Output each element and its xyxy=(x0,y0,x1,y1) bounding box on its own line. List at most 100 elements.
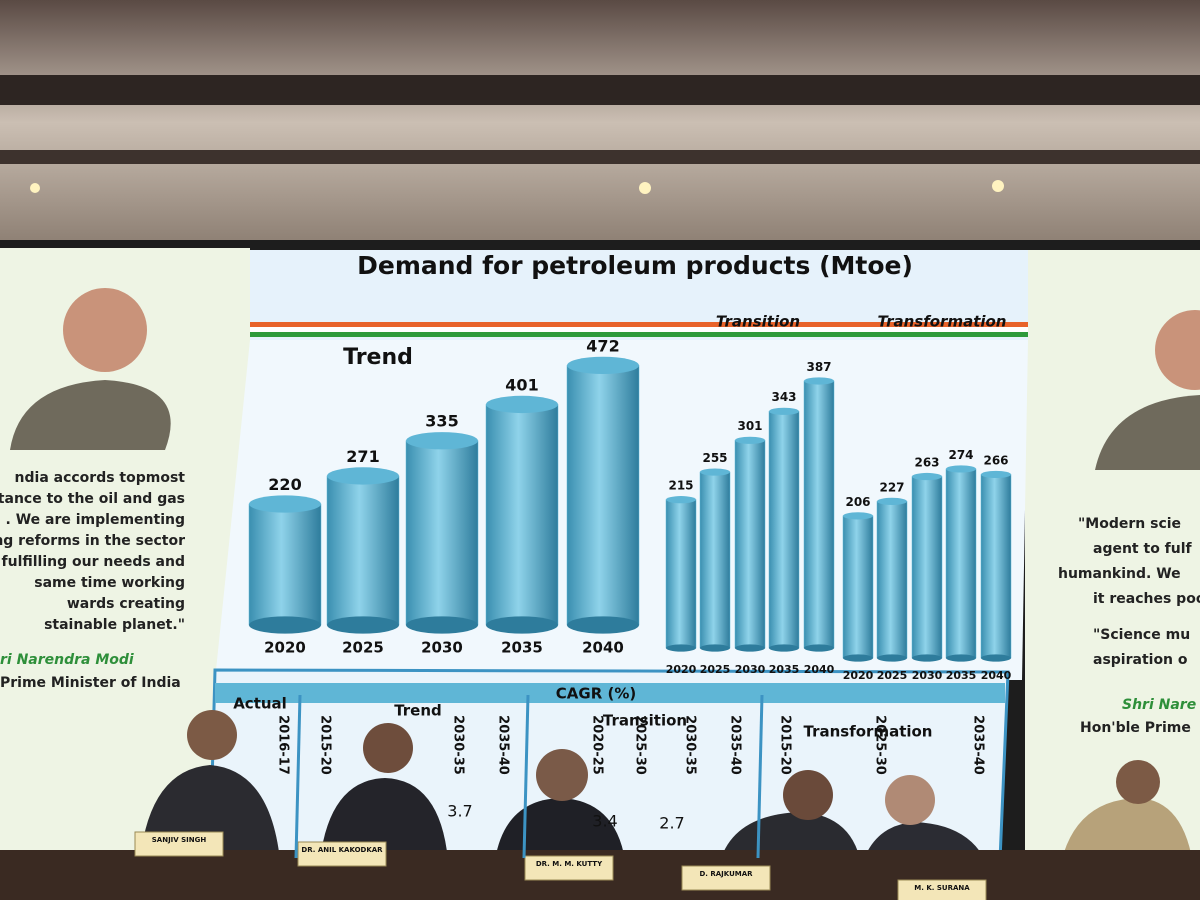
panelist xyxy=(1116,760,1160,804)
bar-bottom xyxy=(567,616,639,634)
portrait xyxy=(1095,395,1200,470)
category-label: 2040 xyxy=(804,663,835,676)
category-label: 2030 xyxy=(912,669,943,682)
table-value: 3.4 xyxy=(592,812,617,831)
nameplate xyxy=(297,841,387,867)
panelist xyxy=(783,770,833,820)
category-label: 2020 xyxy=(843,669,874,682)
bar xyxy=(768,411,800,649)
quote-line: rtance to the oil and gas xyxy=(0,491,185,507)
portrait xyxy=(63,288,147,372)
value-label: 343 xyxy=(771,390,796,404)
table-column: 2035-40 xyxy=(496,715,511,775)
bar-cap xyxy=(769,407,799,415)
category-label: 2040 xyxy=(981,669,1012,682)
quote-name: ri Narendra Modi xyxy=(0,652,134,668)
bar-cap xyxy=(946,465,976,473)
bar-cap xyxy=(249,495,321,513)
bar-bottom xyxy=(843,654,873,662)
quote-line: stainable planet." xyxy=(44,617,185,633)
quote-role: Hon'ble Prime xyxy=(1080,720,1191,736)
bar-bottom xyxy=(769,644,799,652)
quote-line: aspiration o xyxy=(1093,652,1188,668)
value-label: 220 xyxy=(268,475,301,494)
quote-line: ndia accords topmost xyxy=(15,470,186,486)
bar xyxy=(405,440,479,626)
chart-title: Trend xyxy=(343,345,413,370)
value-label: 301 xyxy=(737,419,762,433)
nameplate xyxy=(524,855,614,881)
bar-bottom xyxy=(406,616,478,634)
value-label: 215 xyxy=(668,479,693,493)
panelist xyxy=(187,710,237,760)
value-label: 255 xyxy=(702,451,727,465)
flag-stripe xyxy=(250,332,1028,337)
nameplate-text: DR. M. M. KUTTY xyxy=(536,860,603,868)
bar-cap xyxy=(735,436,765,444)
table-divider xyxy=(756,694,764,859)
quote-line: "Modern scie xyxy=(1078,516,1181,532)
bar xyxy=(566,365,640,626)
table-column: 2030-35 xyxy=(683,715,698,775)
bar-cap xyxy=(843,512,873,520)
category-label: 2030 xyxy=(421,639,463,657)
quote-line: "Science mu xyxy=(1093,627,1190,643)
chart-title: Transformation xyxy=(878,313,1007,331)
bar-cap xyxy=(700,468,730,476)
table-group: Transformation xyxy=(804,723,933,741)
category-label: 2035 xyxy=(946,669,977,682)
table-column: 2020-25 xyxy=(590,715,605,775)
bar xyxy=(842,515,874,659)
nameplate xyxy=(134,831,224,857)
bar xyxy=(876,501,908,659)
bar xyxy=(945,468,977,659)
value-label: 271 xyxy=(346,447,379,466)
nameplate-text: SANJIV SINGH xyxy=(152,836,207,844)
quote-line: fulfilling our needs and xyxy=(2,554,185,570)
bar-bottom xyxy=(327,616,399,634)
value-label: 206 xyxy=(845,495,870,509)
bar xyxy=(803,380,835,649)
table-column: 2025-30 xyxy=(633,715,648,775)
bar-bottom xyxy=(700,644,730,652)
category-label: 2025 xyxy=(700,663,731,676)
nameplate-text: DR. ANIL KAKODKAR xyxy=(301,846,383,854)
category-label: 2040 xyxy=(582,639,624,657)
bar-cap xyxy=(406,432,478,450)
table-group: Actual xyxy=(233,695,287,713)
table-column: 2015-20 xyxy=(778,715,793,775)
panelist xyxy=(495,798,625,860)
ceiling-vent xyxy=(0,150,1200,164)
bar-cap xyxy=(486,395,558,414)
bar-cap xyxy=(877,497,907,505)
bar-bottom xyxy=(877,654,907,662)
bar-cap xyxy=(912,472,942,481)
portrait xyxy=(10,380,171,450)
bar-bottom xyxy=(735,644,765,652)
table-group: Trend xyxy=(394,702,442,720)
ceiling-vent xyxy=(0,75,1200,105)
panelist xyxy=(320,778,448,860)
bar-cap xyxy=(567,356,639,375)
ceiling xyxy=(0,0,1200,245)
bar-cap xyxy=(666,496,696,504)
category-label: 2035 xyxy=(501,639,543,657)
bar-bottom xyxy=(804,644,834,652)
value-label: 335 xyxy=(425,412,458,431)
quote-line: wards creating xyxy=(67,596,185,612)
table-divider xyxy=(294,694,302,859)
table-column: 2035-40 xyxy=(971,715,986,775)
chart-title: Transition xyxy=(716,313,800,331)
value-label: 472 xyxy=(586,336,619,355)
bar xyxy=(734,440,766,649)
table-value: 2.7 xyxy=(659,814,684,833)
table-value: 3.7 xyxy=(447,802,472,821)
ceiling-light xyxy=(992,180,1004,192)
table-column: 2035-40 xyxy=(728,715,743,775)
value-label: 401 xyxy=(505,375,538,394)
table-column: 2016-17 xyxy=(276,715,291,775)
nameplate xyxy=(681,865,771,891)
value-label: 274 xyxy=(948,448,973,462)
category-label: 2020 xyxy=(264,639,306,657)
